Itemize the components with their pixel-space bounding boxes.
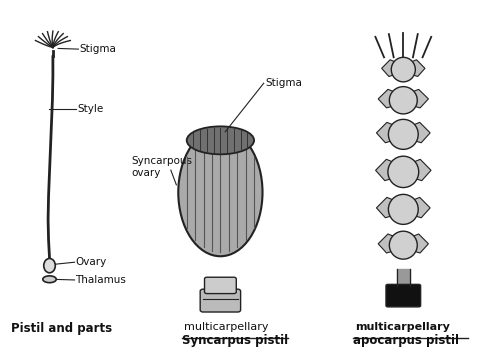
Ellipse shape [388,156,419,188]
FancyBboxPatch shape [200,289,241,312]
Text: multicarpellary: multicarpellary [355,322,450,332]
Polygon shape [403,89,428,108]
Ellipse shape [43,276,56,283]
Polygon shape [403,234,428,253]
Ellipse shape [388,194,418,224]
Polygon shape [376,159,403,181]
Polygon shape [382,60,403,76]
Text: Stigma: Stigma [265,78,302,88]
Polygon shape [403,122,430,143]
FancyBboxPatch shape [386,285,421,307]
Polygon shape [403,60,425,76]
Polygon shape [376,122,403,143]
Polygon shape [378,89,403,108]
Text: Syncarpous
ovary: Syncarpous ovary [131,155,192,178]
Polygon shape [403,159,431,181]
Ellipse shape [187,126,254,154]
Text: multicarpellary: multicarpellary [184,322,269,332]
Ellipse shape [391,57,415,82]
Text: Syncarpus pistil: Syncarpus pistil [182,334,288,347]
Ellipse shape [388,119,418,149]
Ellipse shape [389,231,417,259]
Text: Pistil and parts: Pistil and parts [11,322,112,335]
Polygon shape [378,234,403,253]
Text: Thalamus: Thalamus [76,275,126,285]
Ellipse shape [389,87,417,114]
Polygon shape [403,197,430,218]
Text: Stigma: Stigma [80,44,116,54]
Text: Style: Style [77,104,103,114]
Text: Ovary: Ovary [76,257,107,267]
Ellipse shape [178,128,263,256]
Text: apocarpus pistil: apocarpus pistil [353,334,459,347]
Ellipse shape [44,258,55,273]
Polygon shape [376,197,403,218]
FancyBboxPatch shape [204,277,236,294]
